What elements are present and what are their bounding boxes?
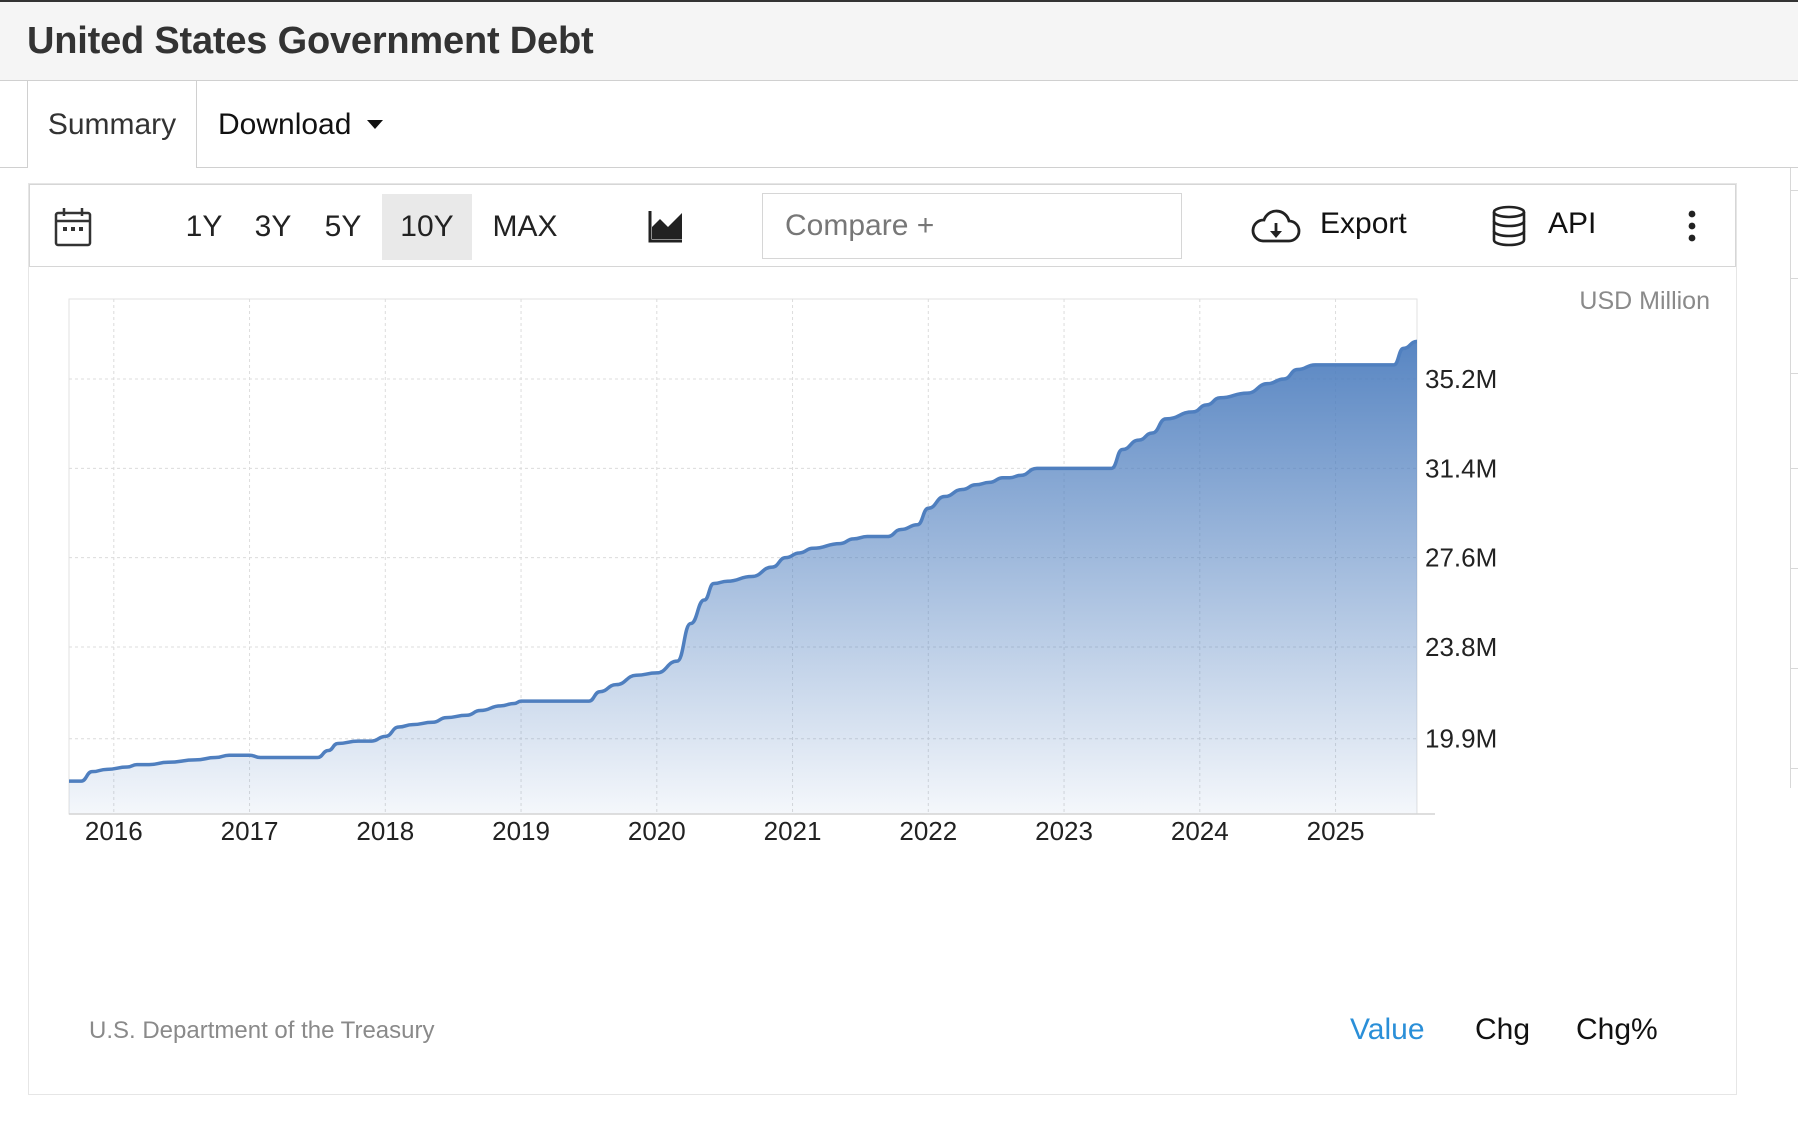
export-button[interactable]: Export xyxy=(1320,207,1407,240)
range-max-button[interactable]: MAX xyxy=(492,210,558,243)
x-tick-label: 2019 xyxy=(492,816,550,846)
chart-source: U.S. Department of the Treasury xyxy=(89,1017,435,1044)
tab-download[interactable]: Download xyxy=(218,81,384,168)
x-tick-label: 2025 xyxy=(1307,816,1365,846)
mode-chg-button[interactable]: Chg xyxy=(1475,1013,1531,1046)
y-tick-label: 19.9M xyxy=(1425,724,1497,754)
range-5y-button[interactable]: 5Y xyxy=(324,210,362,243)
cloud-download-icon[interactable] xyxy=(1251,209,1301,245)
range-1y-button[interactable]: 1Y xyxy=(185,210,223,243)
x-tick-label: 2017 xyxy=(221,816,279,846)
mode-chg-pct-button[interactable]: Chg% xyxy=(1576,1013,1658,1046)
page-title: United States Government Debt xyxy=(27,20,594,62)
x-tick-label: 2022 xyxy=(899,816,957,846)
series-line xyxy=(68,339,1418,783)
tab-bar: Summary Download xyxy=(0,81,1798,168)
tab-summary-label: Summary xyxy=(47,107,177,141)
tab-download-label: Download xyxy=(218,107,352,141)
area-chart-icon[interactable] xyxy=(648,209,684,243)
tab-bar-divider xyxy=(0,167,1798,168)
x-tick-label: 2020 xyxy=(628,816,686,846)
y-tick-label: 27.6M xyxy=(1425,543,1497,573)
caret-down-icon xyxy=(367,120,384,129)
database-icon[interactable] xyxy=(1491,205,1527,247)
tab-summary[interactable]: Summary xyxy=(27,81,197,168)
chart-panel: 1Y 3Y 5Y 10Y MAX Compare + Export API US… xyxy=(28,183,1737,1095)
more-vertical-icon[interactable] xyxy=(1686,209,1698,243)
range-3y-button[interactable]: 3Y xyxy=(254,210,292,243)
calendar-icon[interactable] xyxy=(54,207,92,247)
x-tick-label: 2016 xyxy=(85,816,143,846)
x-tick-label: 2024 xyxy=(1171,816,1229,846)
chart-toolbar: 1Y 3Y 5Y 10Y MAX Compare + Export API xyxy=(29,184,1736,267)
side-panel-edge xyxy=(1790,168,1798,788)
y-tick-label: 23.8M xyxy=(1425,632,1497,662)
top-border xyxy=(0,0,1798,2)
mode-value-button[interactable]: Value xyxy=(1350,1013,1425,1046)
y-tick-label: 35.2M xyxy=(1425,364,1497,394)
range-10y-button[interactable]: 10Y xyxy=(382,194,472,260)
y-tick-label: 31.4M xyxy=(1425,453,1497,483)
compare-input[interactable]: Compare + xyxy=(762,193,1182,259)
chart-units-label: USD Million xyxy=(1579,287,1710,315)
x-tick-label: 2023 xyxy=(1035,816,1093,846)
api-button[interactable]: API xyxy=(1548,207,1597,240)
x-tick-label: 2021 xyxy=(764,816,822,846)
page-header: United States Government Debt xyxy=(0,2,1798,81)
x-tick-label: 2018 xyxy=(356,816,414,846)
debt-area-chart: 2016 2017 2018 2019 2020 2021 2022 2023 2024 2025… xyxy=(68,298,1497,846)
